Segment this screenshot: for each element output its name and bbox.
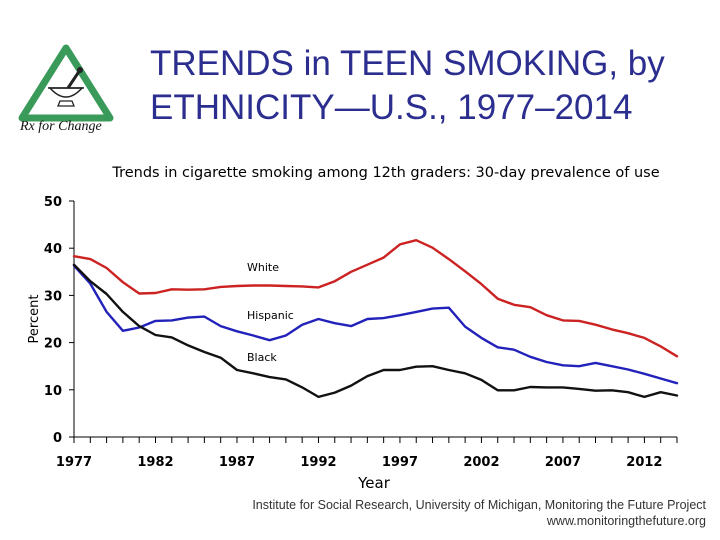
x-tick-label-2007: 2007 [545, 455, 581, 470]
y-tick-label-20: 20 [44, 337, 62, 352]
x-tick-label-1987: 1987 [219, 455, 255, 470]
x-axis-label: Year [357, 474, 391, 492]
page-title: TRENDS in TEEN SMOKING, by ETHNICITY—U.S… [150, 42, 710, 130]
logo-text: Rx for Change [19, 119, 102, 134]
series-label-hispanic: Hispanic [247, 309, 294, 322]
series-line-hispanic [72, 264, 679, 385]
x-tick-label-2012: 2012 [626, 455, 662, 470]
y-tick-label-10: 10 [44, 384, 62, 399]
series-line-black [72, 263, 679, 399]
source-attribution: Institute for Social Research, Universit… [252, 497, 706, 529]
x-tick-label-1977: 1977 [56, 455, 92, 470]
x-tick-label-1992: 1992 [300, 455, 336, 470]
y-axis-label: Percent [27, 295, 42, 344]
series-label-black: Black [247, 351, 277, 364]
source-url: www.monitoringthefuture.org [546, 514, 706, 528]
title-line-2: ETHNICITY—U.S., 1977–2014 [150, 88, 633, 127]
y-tick-label-30: 30 [44, 289, 62, 304]
y-tick-label-50: 50 [44, 195, 62, 210]
x-tick-label-1982: 1982 [137, 455, 173, 470]
series-label-white: White [247, 261, 279, 274]
mortar-pestle-icon [48, 67, 84, 107]
rx-for-change-logo: Rx for Change [18, 44, 114, 134]
y-tick-label-0: 0 [53, 431, 62, 446]
y-tick-label-40: 40 [44, 242, 62, 257]
logo-triangle-icon [18, 44, 114, 122]
series-line-white [72, 238, 679, 358]
x-tick-label-1997: 1997 [382, 455, 418, 470]
x-tick-label-2002: 2002 [463, 455, 499, 470]
chart-title: Trends in cigarette smoking among 12th g… [112, 165, 660, 181]
source-line-1: Institute for Social Research, Universit… [252, 498, 706, 512]
title-line-1: TRENDS in TEEN SMOKING, by [150, 44, 665, 83]
